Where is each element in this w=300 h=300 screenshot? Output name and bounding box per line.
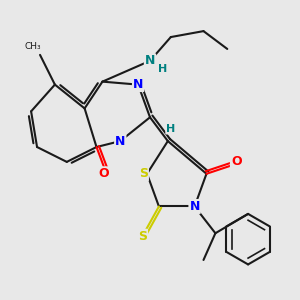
- Text: N: N: [189, 200, 200, 213]
- Text: N: N: [115, 135, 125, 148]
- Text: S: S: [139, 167, 148, 180]
- Text: O: O: [99, 167, 109, 180]
- Text: H: H: [166, 124, 176, 134]
- Text: H: H: [158, 64, 167, 74]
- Text: N: N: [133, 78, 143, 91]
- Text: O: O: [231, 155, 242, 168]
- Text: CH₃: CH₃: [24, 42, 41, 51]
- Text: S: S: [138, 230, 147, 243]
- Text: N: N: [145, 54, 155, 67]
